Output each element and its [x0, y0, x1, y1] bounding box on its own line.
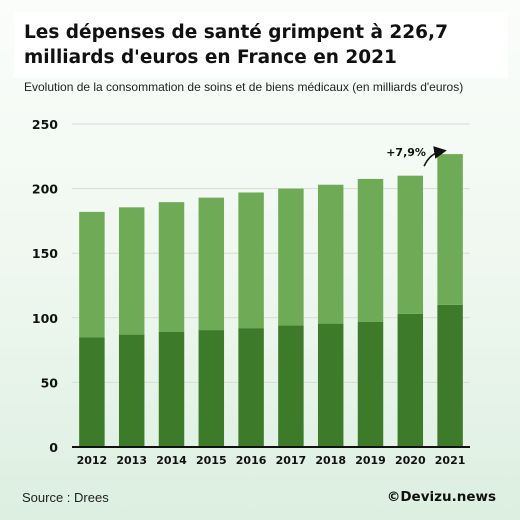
bar-2012-segment-1	[79, 337, 105, 447]
growth-annotation-label: +7,9%	[386, 146, 426, 159]
x-tick-label: 2015	[196, 454, 227, 467]
bar-2014-segment-1	[158, 332, 185, 447]
bar-2016-segment-2	[238, 192, 264, 329]
bar-2015-segment-2	[198, 197, 225, 331]
y-tick-label: 0	[49, 440, 58, 455]
x-tick-label: 2012	[77, 454, 108, 467]
bar-2019-segment-1	[357, 321, 384, 447]
bar-2018-segment-2	[317, 184, 344, 324]
x-tick-label: 2020	[395, 454, 426, 467]
y-tick-label: 150	[32, 246, 58, 261]
x-tick-label: 2014	[156, 454, 187, 467]
axis-labels: 0 50 100 150 200 250 2012 2013 2014 2015 2016 2017 2…	[32, 117, 470, 467]
chart-title: Les dépenses de santé grimpent à 226,7 m…	[24, 22, 448, 68]
chart-subtitle: Evolution de la consommation de soins et…	[24, 80, 464, 94]
bar-2013-segment-1	[118, 334, 145, 447]
bar-2013-segment-2	[118, 207, 145, 335]
x-tick-label: 2016	[236, 454, 267, 467]
x-tick-label: 2013	[116, 454, 147, 467]
bar-2015-segment-1	[198, 330, 225, 447]
source-note: Source : Drees	[22, 490, 109, 505]
x-tick-label: 2017	[276, 454, 307, 467]
bar-2012-segment-2	[79, 211, 105, 338]
bar-2014-segment-2	[158, 202, 185, 333]
y-tick-label: 50	[41, 375, 59, 390]
y-tick-label: 250	[32, 117, 58, 132]
bar-2019-segment-2	[357, 178, 384, 322]
bar-2020-segment-2	[397, 175, 424, 314]
y-tick-label: 200	[32, 182, 58, 197]
y-tick-label: 100	[32, 311, 58, 326]
x-tick-label: 2019	[355, 454, 386, 467]
brand-logo: ©Devizu.news	[386, 489, 496, 505]
bar-2021-segment-1	[437, 304, 463, 447]
x-tick-label: 2021	[435, 454, 466, 467]
x-tick-label: 2018	[315, 454, 346, 467]
bar-2018-segment-1	[317, 323, 344, 447]
bar-2017-segment-1	[278, 325, 304, 447]
bar-2021-segment-2	[437, 154, 463, 305]
bar-2017-segment-2	[278, 188, 304, 326]
title-box: Les dépenses de santé grimpent à 226,7 m…	[14, 12, 508, 78]
bars	[79, 154, 463, 447]
growth-arrow	[423, 146, 447, 167]
bar-2020-segment-1	[397, 313, 424, 447]
bar-2016-segment-1	[238, 328, 264, 447]
annotation: +7,9%	[386, 146, 447, 167]
